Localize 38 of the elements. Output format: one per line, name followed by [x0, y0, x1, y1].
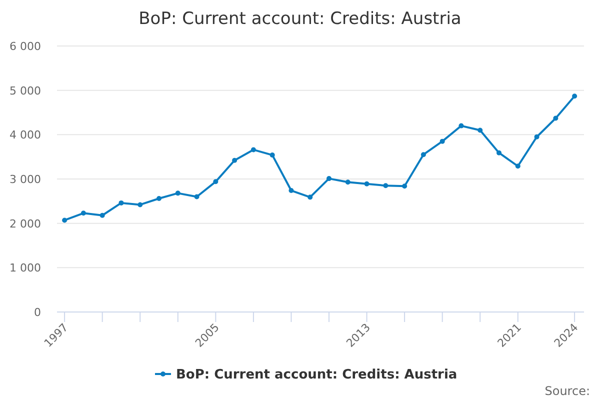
y-tick-label: 2 000 — [10, 217, 41, 230]
point — [232, 158, 238, 163]
y-tick-label: 3 000 — [10, 173, 41, 186]
chart-title: BoP: Current account: Credits: Austria — [138, 9, 462, 29]
point — [118, 200, 124, 206]
point — [138, 202, 143, 208]
point — [326, 176, 332, 182]
legend-label: BoP: Current account: Credits: Austria — [176, 368, 458, 382]
point — [156, 196, 162, 202]
y-tick-label: 6 000 — [10, 40, 41, 53]
point — [175, 190, 180, 196]
point — [402, 184, 408, 189]
point — [440, 138, 445, 144]
point — [288, 188, 294, 194]
point — [213, 179, 218, 184]
point — [420, 152, 426, 158]
y-tick-label: 0 — [34, 306, 41, 319]
point — [534, 134, 540, 140]
point — [270, 152, 275, 158]
point — [308, 194, 313, 200]
y-tick-label: 4 000 — [10, 128, 41, 142]
point — [515, 164, 520, 169]
point — [250, 147, 256, 152]
point — [194, 194, 200, 200]
point — [496, 150, 502, 156]
point — [458, 123, 464, 128]
y-tick-label: 5 000 — [10, 84, 41, 98]
y-tick-label: 1 000 — [10, 262, 41, 275]
point — [478, 128, 483, 133]
point — [345, 180, 350, 185]
source-note: Source: — [544, 384, 590, 398]
point — [80, 210, 86, 216]
point — [572, 94, 578, 99]
point — [383, 183, 388, 188]
point — [364, 181, 370, 186]
point — [553, 116, 558, 121]
point — [100, 212, 105, 218]
point — [62, 218, 68, 223]
